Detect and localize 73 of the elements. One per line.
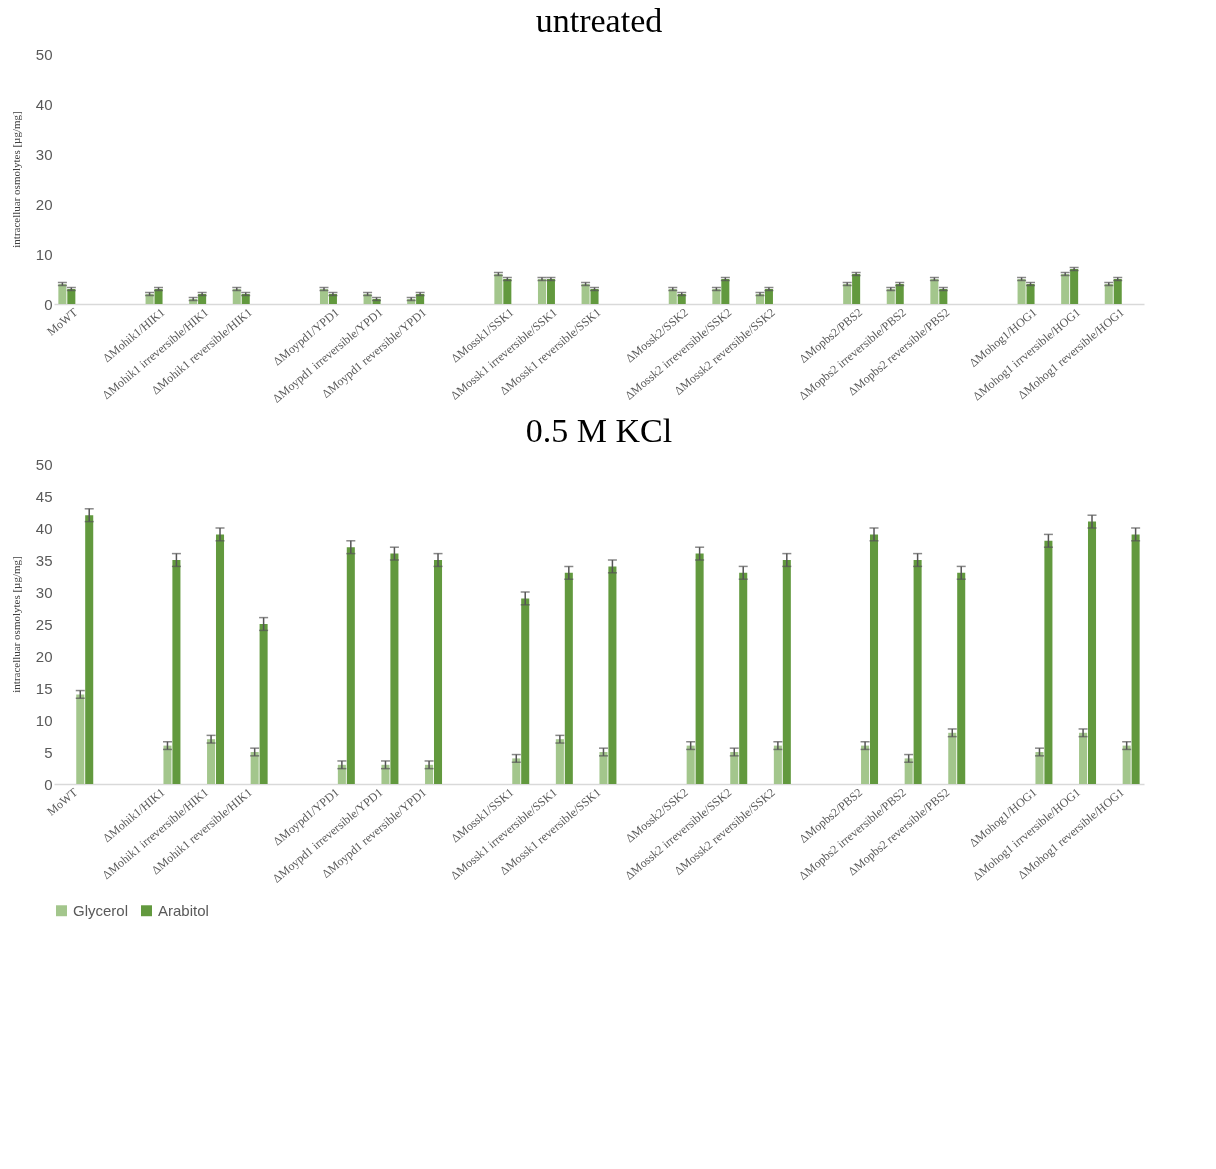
y-tick-label: 35 (35, 551, 53, 569)
bar (346, 547, 355, 784)
bar (599, 752, 608, 784)
bar (712, 289, 721, 304)
y-tick-label: 20 (35, 195, 53, 213)
bar (433, 560, 443, 784)
bar (232, 289, 241, 304)
bar (259, 624, 268, 784)
y-tick-label: 30 (35, 145, 53, 163)
bar (1061, 274, 1070, 304)
bar (1035, 752, 1044, 784)
y-tick-label: 10 (35, 245, 53, 263)
bar (1104, 284, 1113, 304)
y-tick-label: 5 (44, 743, 53, 761)
chart-title: untreated (535, 2, 663, 39)
y-tick-label: 40 (35, 95, 53, 113)
bar (957, 572, 966, 784)
bar (1087, 521, 1097, 784)
bar (913, 560, 922, 784)
bar (739, 572, 748, 784)
bar (581, 284, 590, 304)
bar (215, 534, 225, 784)
bar (172, 560, 181, 784)
bar (730, 752, 739, 784)
bar (1113, 279, 1122, 304)
legend-label: Glycerol (73, 901, 129, 919)
bar (886, 289, 895, 304)
bar (85, 515, 94, 784)
bar (895, 284, 904, 304)
bar (494, 274, 503, 304)
legend-label: Arabitol (158, 901, 209, 919)
bar (608, 566, 617, 784)
bar (1044, 540, 1053, 784)
bar (930, 279, 939, 304)
bar (721, 279, 730, 304)
bar (537, 279, 547, 304)
bar (1131, 534, 1140, 784)
bar (1026, 284, 1035, 304)
y-axis-title: intracelluar osmolytes [µg/mg] (9, 556, 22, 693)
bar (250, 752, 259, 784)
y-tick-label: 30 (35, 583, 53, 601)
bar (67, 289, 76, 304)
bar (521, 598, 530, 784)
y-tick-label: 25 (35, 615, 53, 633)
bar (782, 560, 791, 784)
bar (939, 289, 948, 304)
bar (1070, 269, 1079, 304)
bar (843, 284, 852, 304)
y-tick-label: 0 (44, 775, 53, 793)
bar (1017, 279, 1026, 304)
bar (503, 279, 512, 304)
bar (852, 274, 861, 304)
y-tick-label: 15 (35, 679, 53, 697)
bar (564, 572, 573, 784)
bar (668, 289, 677, 304)
bar (695, 553, 704, 784)
bar (58, 284, 67, 304)
y-tick-label: 0 (44, 295, 53, 313)
y-axis-title: intracelluar osmolytes [µg/mg] (9, 111, 22, 248)
bar (590, 289, 599, 304)
y-tick-label: 50 (35, 455, 53, 473)
bar (154, 289, 163, 304)
y-tick-label: 50 (35, 45, 53, 63)
bar (546, 279, 555, 304)
chart-title: 0.5 M KCl (525, 412, 673, 449)
bar (869, 534, 879, 784)
y-tick-label: 40 (35, 519, 53, 537)
bar (319, 289, 329, 304)
bar (390, 553, 399, 784)
bar (764, 289, 773, 304)
y-tick-label: 45 (35, 487, 53, 505)
y-tick-label: 10 (35, 711, 53, 729)
y-tick-label: 20 (35, 647, 53, 665)
